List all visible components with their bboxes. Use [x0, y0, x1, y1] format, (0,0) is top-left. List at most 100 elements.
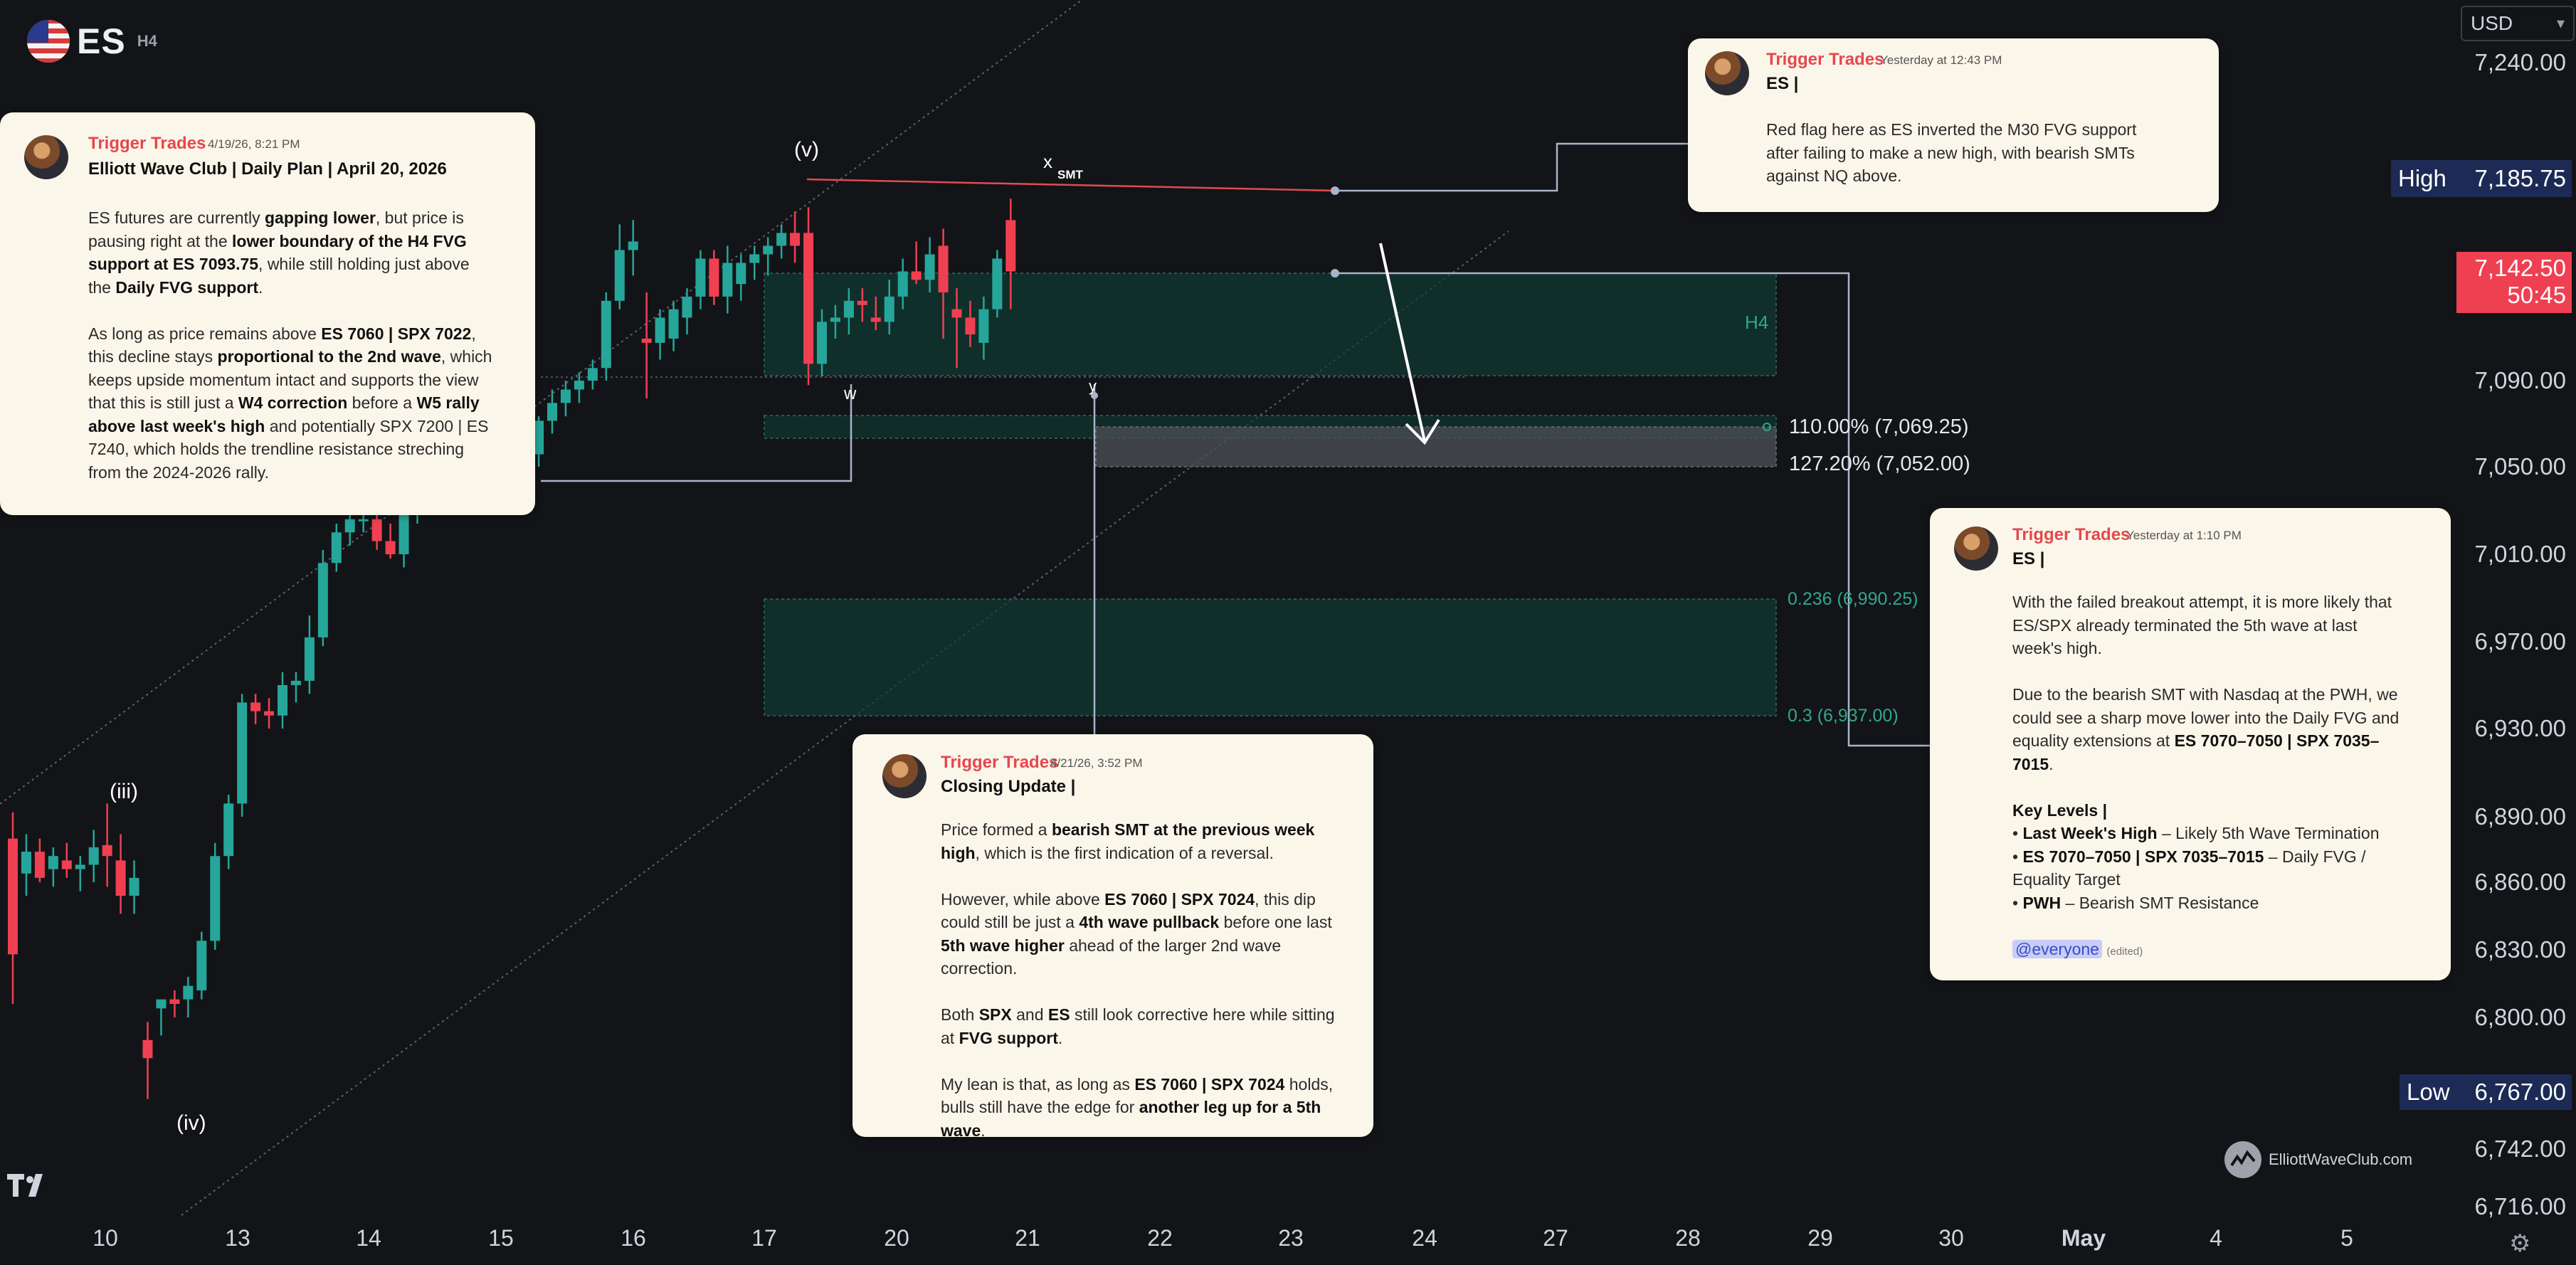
candle: [61, 842, 72, 878]
post-line: the Daily FVG support.: [88, 277, 263, 297]
x-tick-label: 14: [356, 1225, 381, 1251]
candle-body: [736, 263, 746, 285]
candle: [547, 389, 557, 434]
post-author: Trigger Trades: [1766, 50, 1884, 69]
candle: [870, 296, 881, 331]
candle-body: [803, 233, 814, 364]
low-tag-value: 6,767.00: [2474, 1079, 2566, 1105]
author-avatar: [1954, 526, 1998, 571]
x-tick-label: May: [2061, 1225, 2106, 1251]
post-line: from the 2024-2026 rally.: [88, 462, 269, 482]
candle-body: [682, 296, 692, 318]
candle-body: [709, 258, 719, 297]
candle-body: [534, 420, 544, 455]
candle-body: [992, 258, 1003, 309]
wave-label-iii: (iii): [110, 780, 138, 803]
fib-110-label: 110.00% (7,069.25): [1789, 416, 1969, 438]
post-failed-breakout: Trigger Trades Yesterday at 1:10 PM ES |…: [1930, 508, 2451, 980]
candle-body: [304, 637, 315, 681]
post-line: • PWH – Bearish SMT Resistance: [2012, 893, 2259, 912]
last-close-marker: [1331, 269, 1339, 277]
candle-body: [668, 309, 679, 339]
projection-arrow-head: [1405, 418, 1440, 445]
candle-body: [48, 856, 58, 869]
post-line: [2012, 914, 2446, 938]
symbol-header[interactable]: ES H4: [26, 18, 157, 64]
x-tick-label: 30: [1938, 1225, 1964, 1251]
post-connector-right: [1335, 272, 1930, 747]
post-line: Price formed a bearish SMT at the previo…: [941, 820, 1315, 839]
candle-body: [884, 296, 894, 322]
candle: [911, 241, 922, 285]
candle-body: [614, 250, 625, 301]
post-body: Price formed a bearish SMT at the previo…: [941, 818, 1368, 1142]
post-line: could still be just a 4th wave pullback …: [941, 913, 1332, 931]
wave-label-iv: (iv): [176, 1111, 206, 1135]
post-line: pausing right at the lower boundary of t…: [88, 231, 467, 250]
post-line: after failing to make a new high, with b…: [1766, 143, 2135, 162]
y-tick-label: 7,240.00: [2474, 49, 2566, 75]
x-tick-label: 22: [1147, 1225, 1173, 1251]
candle: [317, 549, 328, 647]
low-tag-label: Low: [2407, 1079, 2450, 1105]
daily-fvg-zone: [764, 598, 1777, 716]
post-body: Red flag here as ES inverted the M30 FVG…: [1766, 118, 2207, 188]
post-line: [2012, 776, 2446, 799]
candle: [129, 860, 139, 914]
symbol-ticker: ES: [77, 21, 126, 61]
post-line: week's high.: [2012, 639, 2102, 657]
candle: [897, 258, 908, 309]
candle: [183, 977, 194, 1017]
candle: [817, 309, 827, 377]
currency-select[interactable]: USD ▾: [2461, 6, 2575, 41]
candle-body: [371, 519, 382, 541]
candle-body: [115, 860, 126, 896]
wave-label-v: (v): [794, 138, 819, 162]
y-tick-label: 7,050.00: [2474, 453, 2566, 480]
post-body: ES futures are currently gapping lower, …: [88, 206, 529, 484]
candle: [1005, 199, 1016, 309]
candle-body: [897, 271, 908, 297]
post-line: • ES 7070–7050 | SPX 7035–7015 – Daily F…: [2012, 847, 2366, 866]
candle: [534, 416, 544, 467]
x-tick-label: 21: [1015, 1225, 1040, 1251]
gear-icon[interactable]: ⚙: [2509, 1230, 2531, 1257]
candle: [34, 838, 45, 882]
post-line: bulls still have the edge for another le…: [941, 1098, 1321, 1116]
post-line: ES futures are currently gapping lower, …: [88, 208, 464, 227]
candle-body: [601, 300, 611, 369]
candle-body: [237, 702, 248, 804]
x-tick-label: 20: [884, 1225, 909, 1251]
post-line: 7240, which holds the trendline resistan…: [88, 440, 465, 458]
high-tag-value: 7,185.75: [2474, 165, 2566, 191]
symbol-interval: H4: [137, 32, 157, 50]
post-line: • Last Week's High – Likely 5th Wave Ter…: [2012, 824, 2380, 842]
candle: [924, 237, 935, 292]
post-line: Equality Target: [2012, 870, 2121, 889]
candle: [304, 615, 315, 694]
candle-body: [331, 532, 342, 563]
post-line: high, which is the first indication of a…: [941, 843, 1274, 862]
tradingview-logo[interactable]: [7, 1174, 51, 1202]
chart-overlays: [541, 142, 1930, 747]
smt-line: [806, 178, 1336, 192]
x-tick-label: 16: [621, 1225, 646, 1251]
candle-body: [965, 317, 976, 335]
candle-body: [102, 845, 112, 857]
fib-03-label: 0.3 (6,937.00): [1788, 706, 1899, 726]
candle-body: [911, 271, 922, 280]
post-line: correction.: [941, 959, 1018, 978]
low-tag: Low 6,767.00: [2400, 1074, 2572, 1110]
candle: [196, 931, 207, 1000]
candles: [8, 199, 1016, 1099]
candle-body: [21, 852, 31, 874]
tradingview-icon: [7, 1174, 43, 1197]
candle-body: [88, 847, 99, 865]
post-line: [941, 980, 1368, 1004]
high-tag: High 7,185.75: [2391, 160, 2572, 197]
post-author: Trigger Trades: [941, 753, 1059, 772]
post-line: However, while above ES 7060 | SPX 7024,…: [941, 889, 1316, 909]
x-tick-label: 27: [1543, 1225, 1568, 1251]
post-timestamp: 4/21/26, 3:52 PM: [1050, 756, 1143, 770]
